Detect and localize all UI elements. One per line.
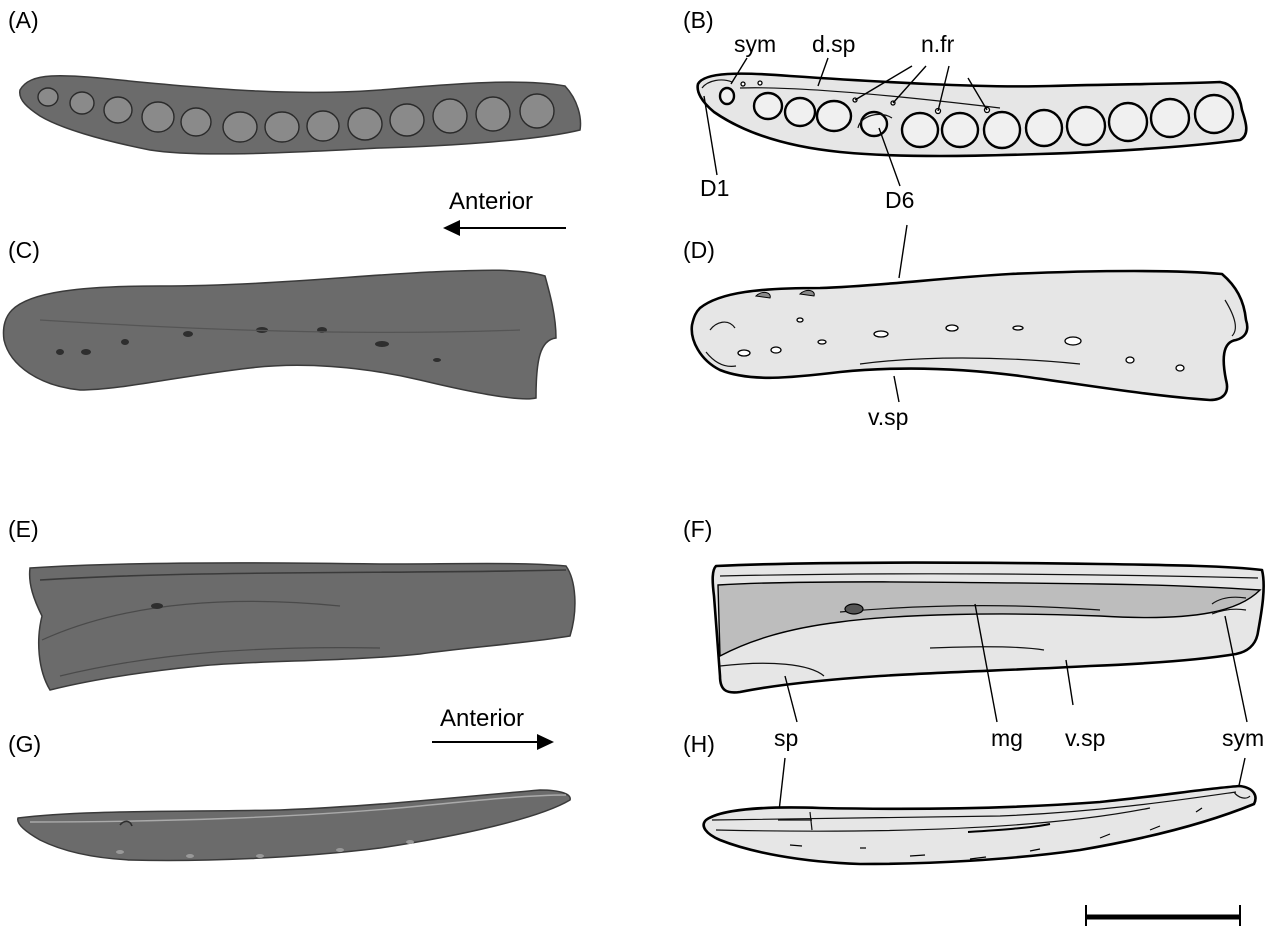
anterior-label-top: Anterior [449,188,533,215]
label-d6: D6 [885,187,914,213]
panel-label-b: (B) [683,7,714,33]
label-v-sp-d: v.sp [868,404,908,430]
label-d-sp: d.sp [812,31,855,57]
panel-label-e: (E) [8,516,39,542]
drawing-lateral-view [690,269,1249,402]
drawing-ventral-view [702,784,1257,866]
drawing-medial-view [711,561,1265,694]
label-d1: D1 [700,175,729,201]
label-v-sp-f: v.sp [1065,725,1105,751]
label-mg: mg [991,725,1023,751]
render-dorsal-view [19,75,582,155]
label-n-fr: n.fr [921,31,955,57]
lateral-foramina [737,317,1185,372]
render-lateral-view [2,269,557,400]
leader-lines-b [703,57,988,279]
panel-label-f: (F) [683,516,712,542]
medial-groove [717,581,1262,658]
panel-label-c: (C) [8,237,40,263]
drawing-dorsal-view [696,72,1248,158]
leader-lines-f [777,603,1248,821]
panel-label-g: (G) [8,731,41,757]
panel-label-a: (A) [8,7,39,33]
anterior-arrow-right: Anterior [432,705,554,750]
leader-v-sp-d [893,375,900,403]
label-sym-b: sym [734,31,776,57]
anterior-label-bottom: Anterior [440,705,524,732]
anterior-arrow-left: Anterior [443,188,566,236]
scale-bar [1085,905,1241,926]
alveoli [718,86,1235,150]
render-medial-view [28,562,576,691]
label-sp: sp [774,725,798,751]
label-sym-f: sym [1222,725,1264,751]
panel-label-h: (H) [683,731,715,757]
render-ventral-view [17,789,571,862]
panel-label-d: (D) [683,237,715,263]
